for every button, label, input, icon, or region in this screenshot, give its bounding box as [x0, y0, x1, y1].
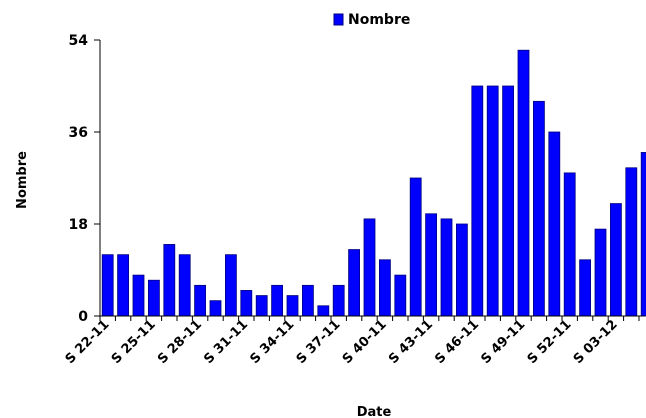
x-tick-label-2: S 28-11	[155, 317, 205, 367]
bar-4	[163, 244, 176, 317]
bar-31	[579, 259, 591, 317]
x-tick-label-1: S 25-11	[109, 317, 159, 367]
legend-swatch	[333, 13, 344, 26]
bar-30	[563, 172, 576, 317]
bar-6	[194, 284, 207, 317]
bar-15	[332, 284, 345, 317]
y-axis-title: Nombre	[15, 151, 30, 209]
x-tick-label-7: S 43-11	[386, 317, 436, 367]
bar-26	[502, 85, 515, 317]
bar-11	[271, 284, 284, 317]
x-tick-label-10: S 52-11	[525, 317, 575, 367]
bar-0	[101, 254, 114, 317]
x-tick-label-4: S 34-11	[247, 317, 297, 367]
bar-12	[286, 295, 299, 317]
x-tick-label-5: S 37-11	[294, 317, 344, 367]
legend-label: Nombre	[348, 12, 410, 28]
bar-1	[117, 254, 129, 317]
bar-35	[640, 152, 646, 317]
y-tick-label-3: 54	[69, 33, 89, 49]
bar-33	[610, 203, 622, 317]
bar-23	[455, 223, 468, 317]
bar-3	[147, 279, 160, 317]
bar-17	[363, 218, 376, 317]
legend: Nombre	[333, 12, 410, 28]
bars-group	[101, 49, 646, 317]
bar-20	[409, 177, 422, 317]
x-axis-title: Date	[357, 405, 392, 418]
bar-13	[301, 284, 314, 317]
y-tick-label-1: 18	[69, 217, 88, 233]
bar-22	[440, 218, 453, 317]
bar-16	[348, 249, 361, 317]
bar-2	[132, 274, 145, 317]
y-tick-label-0: 0	[78, 309, 88, 325]
y-axis: 0 18 36 54	[69, 33, 101, 325]
bar-5	[178, 254, 191, 317]
bar-24	[471, 85, 484, 317]
bar-19	[394, 274, 407, 317]
x-tick-label-8: S 46-11	[432, 317, 482, 367]
bar-28	[533, 100, 545, 317]
x-tick-label-9: S 49-11	[478, 317, 528, 367]
bar-21	[425, 213, 438, 317]
bar-14	[317, 305, 330, 317]
bar-29	[548, 131, 561, 317]
bar-18	[378, 259, 391, 317]
y-tick-label-2: 36	[69, 125, 88, 141]
bar-9	[240, 290, 253, 317]
x-tick-label-6: S 40-11	[340, 317, 390, 367]
x-axis: S 22-11S 25-11S 28-11S 31-11S 34-11S 37-…	[63, 315, 645, 367]
bar-25	[486, 85, 499, 317]
x-tick-label-3: S 31-11	[201, 317, 251, 367]
bar-8	[224, 254, 237, 317]
x-tick-label-11: S 03-12	[571, 317, 621, 367]
bar-32	[594, 228, 607, 317]
bar-34	[625, 167, 638, 317]
bar-10	[255, 295, 268, 317]
bar-7	[209, 300, 222, 317]
bar-27	[517, 49, 530, 317]
